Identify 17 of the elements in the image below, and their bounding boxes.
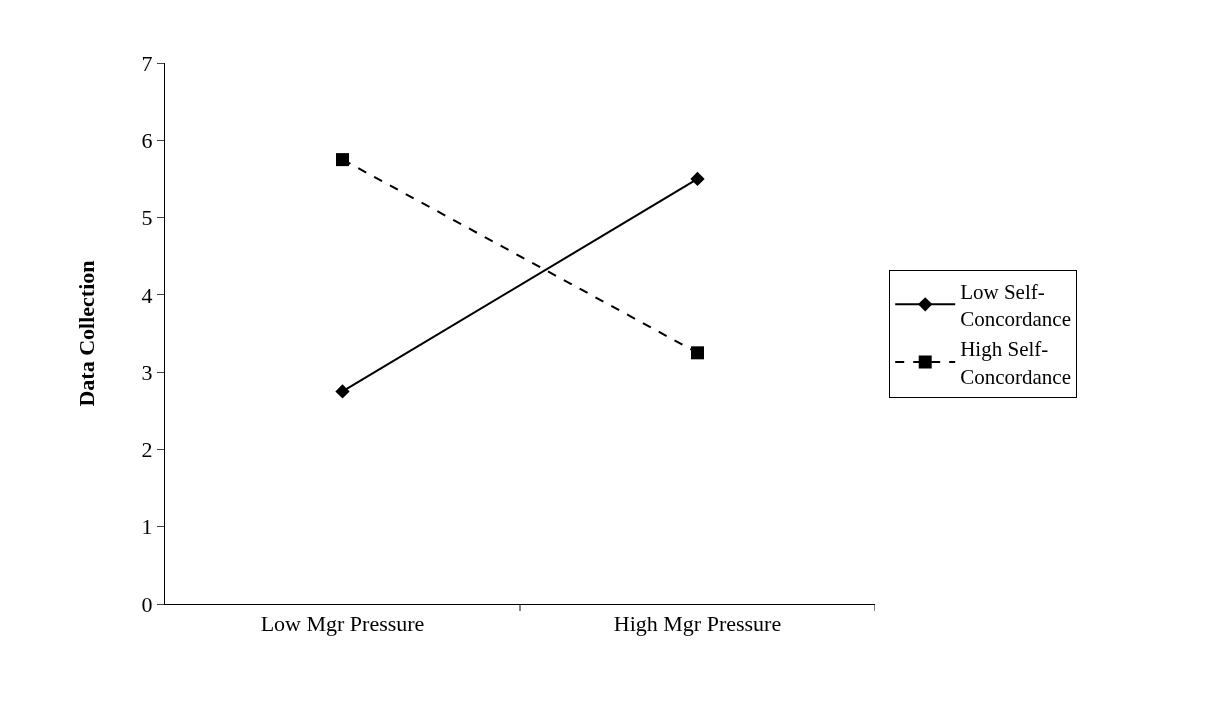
point [690,171,705,187]
y-tick-label: 5 [141,205,153,231]
y-tick-label: 1 [141,514,153,540]
y-tick-label: 3 [141,359,153,385]
legend-label: Low Self-Concordance [960,279,1071,332]
y-tick-label: 2 [141,437,153,463]
x-tick-label: Low Mgr Pressure [260,611,425,637]
point [335,384,350,399]
point [336,153,349,167]
y-axis-title: Data Collection [74,260,100,407]
point [691,346,704,360]
legend-label: High Self-Concordance [960,337,1071,389]
x-tick-label: High Mgr Pressure [613,611,782,637]
y-tick-label: 4 [141,282,153,308]
y-tick-label: 7 [141,50,153,76]
y-tick-label: 6 [141,127,153,153]
y-tick-label: 0 [141,591,153,617]
